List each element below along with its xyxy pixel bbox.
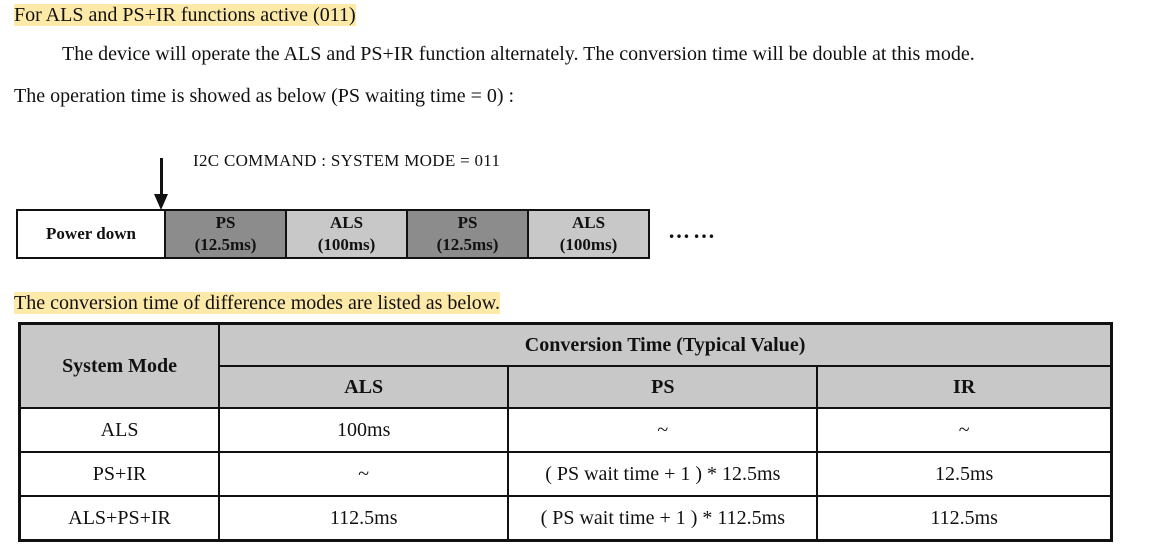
conversion-time-table: System Mode Conversion Time (Typical Val… <box>18 322 1113 542</box>
header-ir: IR <box>816 365 1113 409</box>
segment-name: ALS <box>571 213 606 232</box>
table-row: ALS+PS+IR 112.5ms ( PS wait time + 1 ) *… <box>18 495 1113 542</box>
table-intro-heading: The conversion time of difference modes … <box>14 292 500 314</box>
timeline-als-segment: ALS (100ms) <box>527 211 648 257</box>
cell-mode: PS+IR <box>18 451 221 497</box>
command-arrow-icon <box>160 158 163 198</box>
cell-ps: ( PS wait time + 1 ) * 12.5ms <box>507 451 819 497</box>
segment-time: (100ms) <box>559 235 618 254</box>
cell-als: 112.5ms <box>218 495 510 542</box>
timeline-continuation-dots: …… <box>668 218 718 243</box>
cell-ir: 112.5ms <box>816 495 1113 542</box>
timeline-als-segment: ALS (100ms) <box>285 211 406 257</box>
cell-ps: ( PS wait time + 1 ) * 112.5ms <box>507 495 819 542</box>
table-row: PS+IR ~ ( PS wait time + 1 ) * 12.5ms 12… <box>18 451 1113 497</box>
segment-name: PS <box>457 213 478 232</box>
header-conversion-time: Conversion Time (Typical Value) <box>218 322 1113 367</box>
table-row: ALS 100ms ~ ~ <box>18 407 1113 453</box>
paragraph-line-2: The operation time is showed as below (P… <box>14 85 515 107</box>
timeline-power-down: Power down <box>18 211 164 257</box>
cell-als: ~ <box>218 451 510 497</box>
segment-name: PS <box>215 213 236 232</box>
timeline-ps-segment: PS (12.5ms) <box>164 211 285 257</box>
segment-name: ALS <box>329 213 364 232</box>
cell-ir: ~ <box>816 407 1113 453</box>
timeline-ps-segment: PS (12.5ms) <box>406 211 527 257</box>
header-als: ALS <box>218 365 510 409</box>
section-heading: For ALS and PS+IR functions active (011) <box>14 4 356 26</box>
cell-mode: ALS+PS+IR <box>18 495 221 542</box>
i2c-command-label: I2C COMMAND : SYSTEM MODE = 011 <box>193 151 501 170</box>
segment-time: (12.5ms) <box>194 235 257 254</box>
cell-mode: ALS <box>18 407 221 453</box>
cell-ir: 12.5ms <box>816 451 1113 497</box>
segment-time: (100ms) <box>317 235 376 254</box>
operation-timeline: Power down PS (12.5ms) ALS (100ms) PS (1… <box>16 209 650 259</box>
header-ps: PS <box>507 365 819 409</box>
paragraph-line-1: The device will operate the ALS and PS+I… <box>62 43 975 65</box>
cell-als: 100ms <box>218 407 510 453</box>
header-system-mode: System Mode <box>18 322 221 409</box>
arrow-head-icon <box>154 194 168 210</box>
cell-ps: ~ <box>507 407 819 453</box>
segment-time: (12.5ms) <box>436 235 499 254</box>
